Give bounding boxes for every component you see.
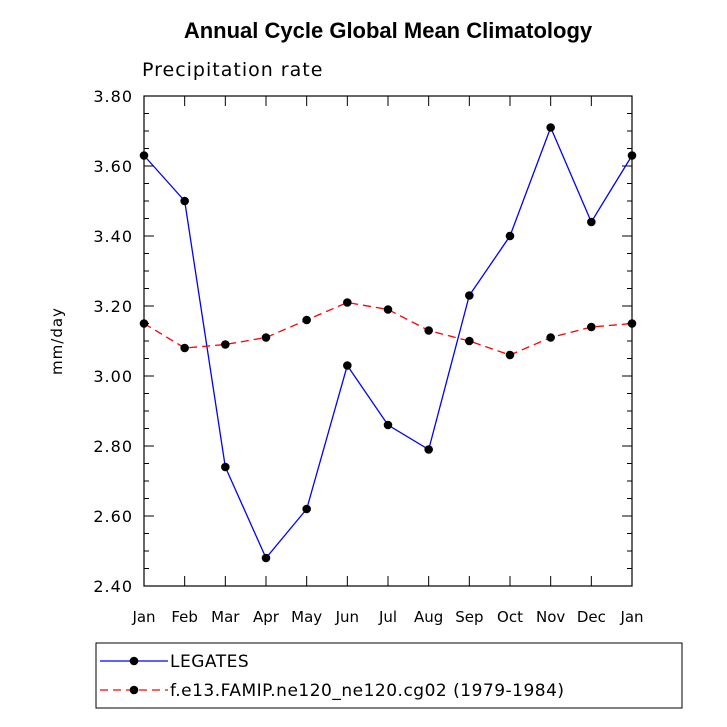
data-point [383, 420, 393, 430]
legend-marker [129, 685, 139, 695]
data-point [424, 445, 433, 454]
y-tick-label: 3.60 [93, 157, 133, 176]
data-point [505, 231, 515, 241]
legend: LEGATES f.e13.FAMIP.ne120_ne120.cg02 (197… [100, 652, 565, 701]
data-point [221, 340, 230, 349]
data-point [261, 553, 271, 563]
plot-frame [143, 95, 633, 587]
x-tick-label: Jul [378, 608, 397, 626]
x-tick-label: Sep [455, 608, 483, 626]
y-axis-label: mm/day [48, 307, 66, 375]
x-tick-label: Dec [577, 608, 606, 626]
series-layer [139, 123, 637, 563]
legend-box [95, 642, 683, 709]
data-point [546, 333, 555, 342]
y-tick-label: 3.20 [93, 297, 133, 316]
x-tick-label: Jun [335, 608, 359, 626]
x-tick-label: Jan [619, 608, 643, 626]
data-point [343, 361, 352, 370]
chart-title: Annual Cycle Global Mean Climatology [184, 18, 593, 43]
x-tick-label: May [291, 608, 322, 626]
y-tick-label: 3.80 [93, 87, 133, 106]
data-point [180, 343, 189, 353]
data-point [180, 196, 189, 206]
x-tick-label: Nov [536, 608, 565, 626]
x-tick-label: Apr [253, 608, 280, 626]
data-point [465, 336, 474, 346]
y-tick-label: 2.80 [93, 437, 133, 456]
data-point [505, 350, 515, 360]
data-point [627, 151, 637, 160]
x-tick-label: Oct [497, 608, 523, 626]
y-tick-label: 2.60 [93, 507, 133, 526]
x-tick-label: Mar [211, 608, 240, 626]
data-point [465, 291, 474, 300]
data-point [139, 319, 149, 328]
data-point [261, 333, 271, 342]
data-point [587, 217, 596, 227]
series-line-1 [143, 125, 633, 560]
y-tick-label: 3.40 [93, 227, 133, 246]
data-point [424, 326, 433, 335]
data-point [139, 151, 149, 160]
y-tick-label: 3.00 [93, 367, 133, 386]
x-tick-label: Feb [171, 608, 198, 626]
x-tick-label: Aug [414, 608, 443, 626]
data-point [587, 322, 596, 332]
data-point [302, 315, 311, 325]
data-point [343, 298, 352, 307]
chart-subtitle: Precipitation rate [142, 59, 323, 81]
legend-label: f.e13.FAMIP.ne120_ne120.cg02 (1979-1984) [170, 681, 565, 701]
x-tick-label: Jan [131, 608, 155, 626]
data-point [627, 319, 637, 328]
data-point [221, 462, 230, 472]
plot-area: 2.40 2.60 2.80 3.00 3.20 3.40 3.60 3.80 Jan Feb Ma… [93, 87, 643, 626]
legend-marker [129, 656, 139, 666]
data-point [302, 504, 311, 514]
data-point [383, 305, 393, 314]
data-point [546, 123, 555, 132]
legend-label: LEGATES [170, 652, 249, 672]
y-tick-label: 2.40 [93, 577, 133, 596]
